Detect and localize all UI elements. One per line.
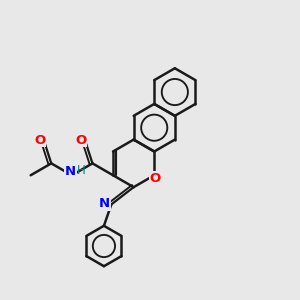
Text: O: O [76, 134, 87, 147]
Text: O: O [150, 172, 161, 185]
Text: H: H [76, 164, 85, 177]
Text: N: N [99, 197, 110, 210]
Text: N: N [65, 165, 76, 178]
Text: O: O [34, 134, 46, 147]
